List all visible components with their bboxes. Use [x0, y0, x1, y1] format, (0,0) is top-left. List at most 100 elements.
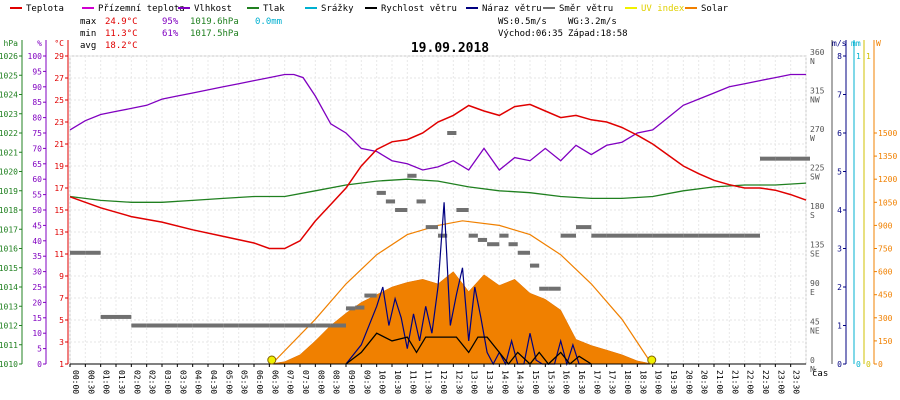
wind-dir-mark-40 [576, 225, 592, 230]
axis-label-wind-dir-135: 135 [810, 241, 825, 250]
wind-dir-mark-45 [652, 233, 668, 238]
stat-avg-label: avg [80, 41, 96, 51]
axis-label-pressure-1025: 1025 [0, 71, 18, 80]
x-label-42: 21:00 [715, 370, 724, 394]
stats-block: max 24.9°C 95% 1019.6hPa 0.0mm min 11.3°… [80, 17, 628, 51]
wind-dir-mark-25 [416, 199, 426, 204]
wind-dir-mark-22 [385, 199, 396, 204]
axis-label-wind-speed-5: 5 [837, 168, 842, 177]
x-label-12: 06:00 [255, 370, 264, 394]
axis-label-humidity-25: 25 [32, 283, 42, 292]
wind-dir-mark-9 [208, 323, 224, 328]
wind-dir-mark-27 [438, 233, 448, 238]
axis-label-temperature-23: 23 [54, 118, 64, 127]
legend-label-7: Směr větru [559, 4, 613, 14]
axis-label-wind-speed-6: 6 [837, 129, 842, 138]
axis-label-wind-dir-360: 360 [810, 48, 825, 57]
x-label-17: 08:30 [332, 370, 341, 394]
x-label-40: 20:00 [684, 370, 693, 394]
axis-label-pressure-1023: 1023 [0, 110, 18, 119]
x-label-13: 06:30 [270, 370, 279, 394]
axis-label-humidity-30: 30 [32, 268, 42, 277]
legend: Teplota Přízemní teplota Vlhkost Tlak Srážky… [10, 4, 729, 14]
axis-label-humidity-65: 65 [32, 160, 42, 169]
axis-label-temperature-9: 9 [59, 272, 64, 281]
axis-label-pressure-1015: 1015 [0, 264, 18, 273]
x-label-20: 10:00 [378, 370, 387, 394]
axis-label-pressure-1018: 1018 [0, 206, 18, 215]
solar-layer [269, 220, 653, 365]
stat-min-temp: 11.3°C [105, 29, 138, 39]
wind-dir-mark-20 [364, 293, 377, 298]
legend-label-5: Rychlost větru [381, 4, 457, 14]
stat-sunrise: Východ:06:35 [498, 29, 563, 39]
axis-unit-temperature: °C [54, 39, 64, 48]
axis-label-pressure-1021: 1021 [0, 148, 18, 157]
axis-label-rain-0: 0 [856, 360, 861, 369]
axis-label-wind-speed-3: 3 [837, 245, 842, 254]
wind-dir-mark-6 [162, 323, 178, 328]
axis-label-humidity-80: 80 [32, 114, 42, 123]
x-label-4: 02:00 [132, 370, 141, 394]
x-label-22: 11:00 [408, 370, 417, 394]
legend-label-6: Náraz větru [482, 4, 542, 14]
axis-label-humidity-100: 100 [28, 52, 43, 61]
wind-dir-mark-42 [606, 233, 622, 238]
wind-dir-mark-28 [447, 131, 457, 135]
wind-dir-mark-35 [517, 250, 530, 255]
axis-label-solar-1500: 1500 [878, 129, 897, 138]
axis-label-pressure-1019: 1019 [0, 187, 18, 196]
axis-dirname-6: W [810, 134, 815, 143]
axis-label-humidity-60: 60 [32, 175, 42, 184]
axis-label-humidity-10: 10 [32, 329, 42, 338]
axis-label-pressure-1024: 1024 [0, 91, 18, 100]
axis-dirname-8: N [810, 57, 815, 66]
wind-dir-mark-15 [300, 323, 316, 328]
axis-label-solar-900: 900 [878, 221, 893, 230]
wind-dir-mark-26 [425, 225, 438, 230]
axis-label-temperature-21: 21 [54, 140, 64, 149]
stat-ws: WS:0.5m/s [498, 17, 547, 27]
sun-markers [267, 355, 657, 365]
axis-label-humidity-40: 40 [32, 237, 42, 246]
wind-dir-mark-24 [407, 173, 417, 178]
wind-dir-mark-16 [315, 323, 331, 328]
x-label-5: 02:30 [148, 370, 157, 394]
axis-label-wind-speed-2: 2 [837, 283, 842, 292]
pressure-line [69, 178, 807, 203]
wind-dir-mark-49 [714, 233, 730, 238]
wind-dir-mark-10 [223, 323, 239, 328]
x-label-45: 22:30 [761, 370, 770, 394]
axis-unit-humidity: % [37, 39, 42, 48]
legend-label-3: Tlak [263, 4, 285, 14]
axis-dirname-4: S [810, 211, 815, 220]
stat-avg-temp: 18.2°C [105, 41, 138, 51]
axis-label-solar-750: 750 [878, 245, 893, 254]
axis-label-wind-speed-7: 7 [837, 91, 842, 100]
wind-dir-mark-44 [637, 233, 653, 238]
x-label-18: 09:00 [347, 370, 356, 394]
axis-label-humidity-95: 95 [32, 67, 42, 76]
wind-dir-mark-50 [729, 233, 745, 238]
axis-label-uv-0: 0 [866, 360, 871, 369]
wind-dir-mark-18 [346, 306, 356, 311]
x-label-34: 17:00 [592, 370, 601, 394]
wind-dir-mark-41 [591, 233, 607, 238]
axis-dirname-0: N [810, 365, 815, 374]
axis-label-humidity-35: 35 [32, 252, 42, 261]
axis-label-humidity-15: 15 [32, 314, 42, 323]
x-label-27: 13:30 [485, 370, 494, 394]
x-label-8: 04:00 [194, 370, 203, 394]
axis-dirname-3: SE [810, 250, 820, 259]
x-label-16: 08:00 [316, 370, 325, 394]
legend-label-1: Přízemní teplota [98, 4, 185, 14]
axis-label-temperature-13: 13 [54, 228, 64, 237]
wind-dir-mark-30 [468, 233, 478, 238]
x-label-19: 09:30 [362, 370, 371, 394]
axis-label-solar-450: 450 [878, 291, 893, 300]
axis-label-humidity-85: 85 [32, 98, 42, 107]
x-label-3: 01:30 [117, 370, 126, 394]
axis-label-temperature-15: 15 [54, 206, 64, 215]
axis-label-temperature-29: 29 [54, 52, 64, 61]
